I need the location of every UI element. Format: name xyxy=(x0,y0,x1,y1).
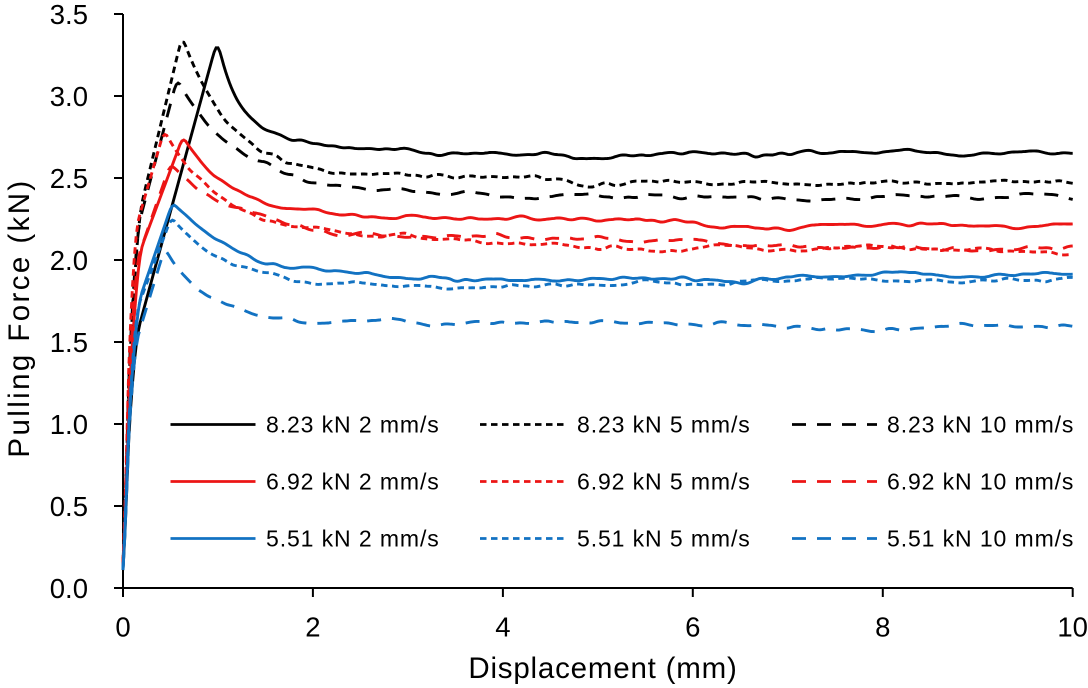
svg-text:5.51 kN 10 mm/s: 5.51 kN 10 mm/s xyxy=(887,525,1074,551)
svg-text:3.5: 3.5 xyxy=(50,0,88,30)
svg-text:8.23 kN 2 mm/s: 8.23 kN 2 mm/s xyxy=(266,411,440,437)
svg-text:8: 8 xyxy=(875,612,890,643)
svg-text:6: 6 xyxy=(685,612,700,643)
svg-text:Pulling Force (kN): Pulling Force (kN) xyxy=(3,178,36,457)
svg-text:0.5: 0.5 xyxy=(50,491,88,522)
svg-text:2.0: 2.0 xyxy=(50,245,88,276)
svg-text:4: 4 xyxy=(495,612,510,643)
svg-text:8.23 kN 5 mm/s: 8.23 kN 5 mm/s xyxy=(577,411,751,437)
svg-text:6.92 kN 2 mm/s: 6.92 kN 2 mm/s xyxy=(266,468,440,494)
svg-text:3.0: 3.0 xyxy=(50,81,88,112)
svg-text:5.51 kN 2 mm/s: 5.51 kN 2 mm/s xyxy=(266,525,440,551)
svg-text:2.5: 2.5 xyxy=(50,163,88,194)
svg-text:1.5: 1.5 xyxy=(50,327,88,358)
svg-text:6.92 kN 10 mm/s: 6.92 kN 10 mm/s xyxy=(887,468,1074,494)
svg-text:Displacement (mm): Displacement (mm) xyxy=(468,652,737,685)
svg-text:10: 10 xyxy=(1057,612,1088,643)
svg-text:6.92 kN 5 mm/s: 6.92 kN 5 mm/s xyxy=(577,468,751,494)
svg-text:5.51 kN 5 mm/s: 5.51 kN 5 mm/s xyxy=(577,525,751,551)
svg-text:2: 2 xyxy=(305,612,320,643)
svg-text:8.23 kN 10 mm/s: 8.23 kN 10 mm/s xyxy=(887,411,1074,437)
svg-text:0: 0 xyxy=(115,612,130,643)
svg-text:0.0: 0.0 xyxy=(50,573,88,604)
svg-text:1.0: 1.0 xyxy=(50,409,88,440)
